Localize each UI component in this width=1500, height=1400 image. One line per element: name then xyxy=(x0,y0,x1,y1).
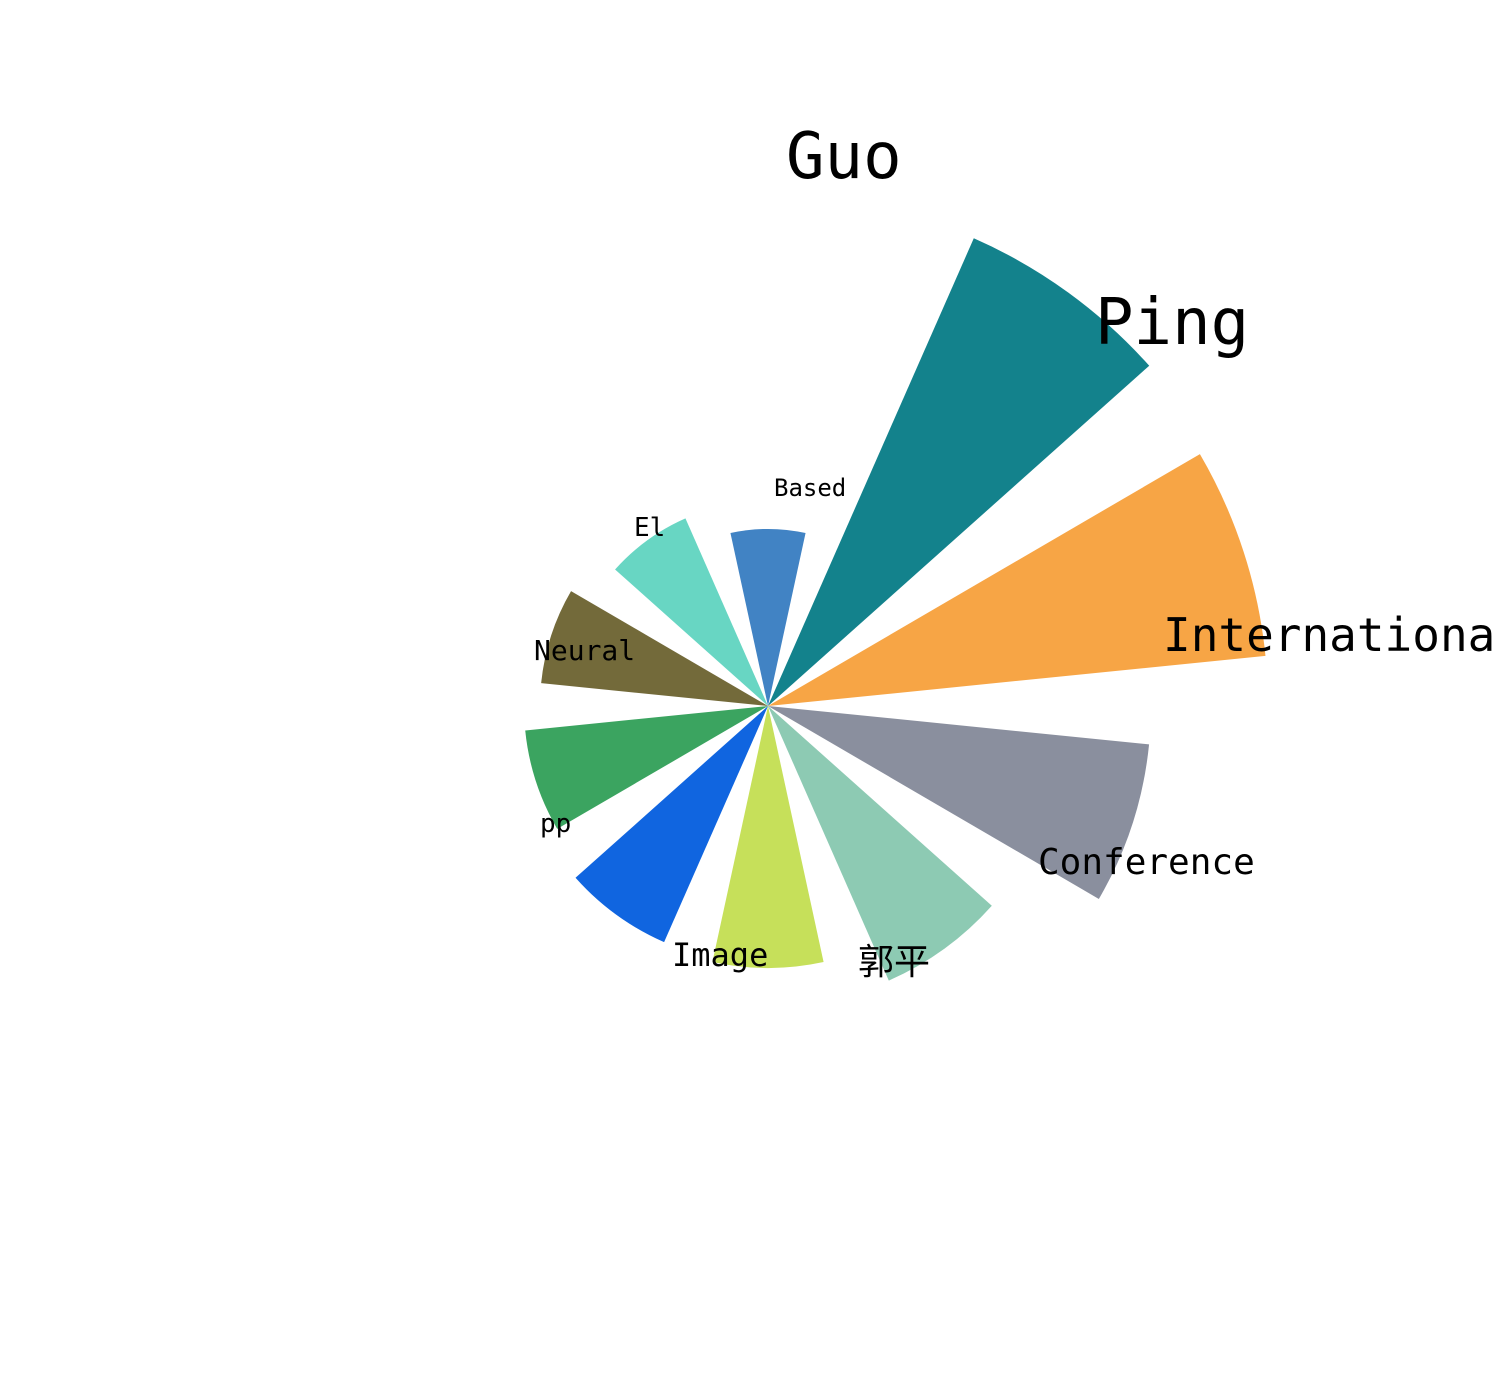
rose-label-7: Image xyxy=(672,936,768,974)
rose-labels: Based Guo Ping Internationa Conference 郭平 Imag… xyxy=(534,120,1495,983)
rose-label-6: 郭平 xyxy=(858,942,930,983)
rose-slice-3 xyxy=(768,454,1266,706)
rose-slice-4 xyxy=(768,706,1150,899)
rose-label-4: Internationa xyxy=(1163,608,1495,662)
rose-slice-9 xyxy=(541,591,768,706)
rose-label-10: El xyxy=(634,513,665,543)
rose-label-3: Ping xyxy=(1095,286,1249,360)
rose-slice-8 xyxy=(525,706,768,829)
rose-slice-6 xyxy=(712,706,824,968)
rose-slices xyxy=(525,238,1266,981)
rose-label-9: Neural xyxy=(534,634,635,667)
rose-label-1: Based xyxy=(774,474,846,502)
rose-label-2: Guo xyxy=(786,120,902,194)
rose-slice-2 xyxy=(768,238,1150,706)
rose-slice-1 xyxy=(730,528,806,706)
rose-slice-7 xyxy=(575,706,768,943)
rose-label-5: Conference xyxy=(1038,842,1255,883)
rose-slice-10 xyxy=(615,518,768,706)
rose-label-8: pp xyxy=(540,809,571,839)
rose-slice-5 xyxy=(768,706,992,981)
